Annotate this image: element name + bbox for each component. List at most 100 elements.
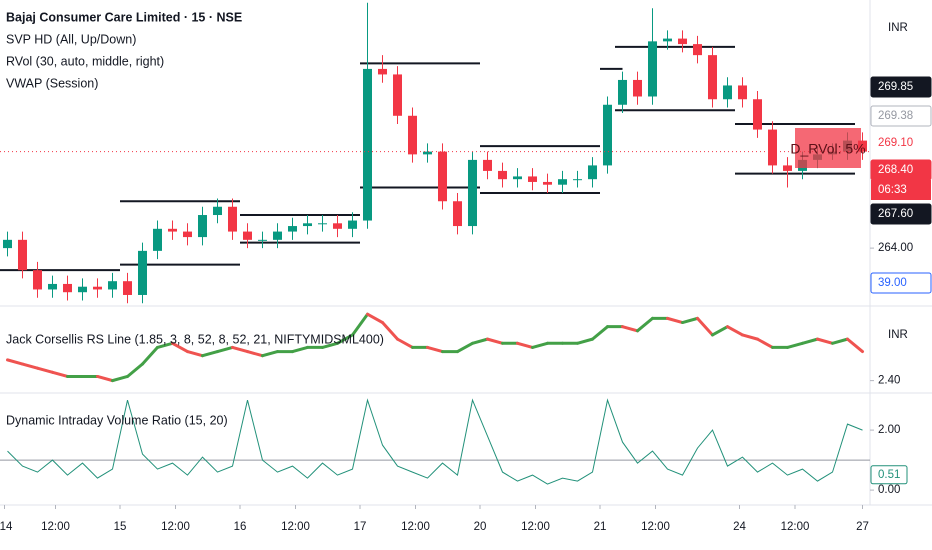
chart-title: Bajaj Consumer Care Limited · 15 · NSE xyxy=(6,10,242,24)
candle-body xyxy=(258,239,267,241)
rs-line-segment xyxy=(351,312,369,337)
candle-body xyxy=(3,239,12,249)
candle-body xyxy=(633,79,642,97)
candle-body xyxy=(663,38,672,42)
candle-body xyxy=(693,44,702,56)
candle-body xyxy=(288,226,297,232)
y-tick-label: 2.00 xyxy=(878,424,900,436)
candle-body xyxy=(678,38,687,45)
x-tick-label: 16 xyxy=(234,521,247,533)
candle-body xyxy=(138,250,147,295)
currency: INR xyxy=(888,22,908,34)
x-tick-label: 21 xyxy=(594,521,607,533)
x-tick-label: 12:00 xyxy=(41,521,70,533)
legend-line: SVP HD (All, Up/Down) xyxy=(6,32,136,46)
rs-line-segment xyxy=(261,350,279,358)
price-marker-label: 269.10 xyxy=(878,137,913,149)
rs-line-segment xyxy=(531,341,549,349)
x-tick-label: 14 xyxy=(0,521,13,533)
rs-line-segment xyxy=(396,337,414,349)
rs-line-segment xyxy=(141,345,159,366)
rs-line-segment xyxy=(216,345,234,354)
rs-line-segment xyxy=(516,341,534,349)
rs-line-segment xyxy=(336,333,354,345)
candle-body xyxy=(768,129,777,166)
rs-line-segment xyxy=(786,341,804,349)
x-tick-label: 12:00 xyxy=(281,521,310,533)
rs-line-segment xyxy=(756,337,774,349)
y-tick-label: 0.00 xyxy=(878,484,900,496)
rs-line-segment xyxy=(846,337,864,354)
rs-line-segment xyxy=(156,341,174,349)
candle-body xyxy=(423,151,432,155)
last-value-marker xyxy=(870,465,908,485)
pane-title: Dynamic Intraday Volume Ratio (15, 20) xyxy=(6,413,228,427)
rs-line-segment xyxy=(471,337,489,345)
rs-line-segment xyxy=(6,358,24,366)
candle-body xyxy=(573,179,582,181)
candle-body xyxy=(33,270,42,290)
rs-line-segment xyxy=(711,325,729,337)
rvol-marker-label: 39.00 xyxy=(878,277,907,289)
ratio-line xyxy=(7,398,863,485)
rs-line-segment xyxy=(666,316,684,325)
candle-body xyxy=(48,283,57,290)
candle-body xyxy=(618,79,627,105)
rs-line-segment xyxy=(366,312,384,325)
candle-body xyxy=(498,170,507,180)
x-tick-label: 24 xyxy=(733,521,746,533)
rs-line-segment xyxy=(201,350,219,358)
candle-body xyxy=(783,165,792,171)
price-marker-label: 269.38 xyxy=(878,110,913,122)
rs-line-segment xyxy=(126,362,144,378)
rs-line-segment xyxy=(486,337,504,345)
rs-line-segment xyxy=(51,370,69,378)
candle-body xyxy=(483,159,492,171)
x-tick-label: 27 xyxy=(856,521,869,533)
candle-body xyxy=(93,286,102,290)
rs-line-segment xyxy=(186,350,204,358)
candle-body xyxy=(213,206,222,216)
x-tick-label: 12:00 xyxy=(521,521,550,533)
candle-body xyxy=(303,223,312,227)
price-marker xyxy=(870,132,932,154)
rs-line-segment xyxy=(231,345,249,354)
candle-body xyxy=(108,281,117,290)
candle-body xyxy=(18,239,27,271)
overlay: Bajaj Consumer Care Limited · 15 · NSE S… xyxy=(0,10,932,533)
rs-line-segment xyxy=(696,316,714,337)
rs-line-segment xyxy=(816,337,834,345)
rs-line-segment xyxy=(591,325,609,341)
rs-line-segment xyxy=(621,325,639,333)
last-value-label: 0.51 xyxy=(878,469,900,481)
candle-body xyxy=(558,179,567,185)
rs-line-segment xyxy=(831,337,849,345)
currency: INR xyxy=(888,329,908,341)
candle-body xyxy=(168,228,177,232)
price-marker-label: 268.40 xyxy=(878,164,913,176)
rs-line-segment xyxy=(381,321,399,341)
rs-line-segment xyxy=(741,333,759,341)
pane-title: Jack Corsellis RS Line (1.85, 3, 8, 52, … xyxy=(6,332,384,346)
x-tick-label: 12:00 xyxy=(161,521,190,533)
rs-line-segment xyxy=(726,325,744,337)
candle-body xyxy=(453,201,462,227)
rs-line-segment xyxy=(111,374,129,383)
countdown-box xyxy=(871,180,931,200)
rs-line-segment xyxy=(576,337,594,345)
x-tick-label: 12:00 xyxy=(781,521,810,533)
price-marker-label: 267.60 xyxy=(878,208,913,220)
candle-body xyxy=(588,165,597,180)
rs-line-segment xyxy=(36,366,54,374)
rs-line-segment xyxy=(171,341,189,354)
candle-body xyxy=(273,231,282,240)
candle-body xyxy=(318,223,327,225)
candle-body xyxy=(63,283,72,293)
candle-body xyxy=(858,140,867,152)
candle-body xyxy=(363,68,372,221)
price-marker xyxy=(870,76,932,98)
rvol-box xyxy=(795,128,861,168)
candle-body xyxy=(603,104,612,166)
